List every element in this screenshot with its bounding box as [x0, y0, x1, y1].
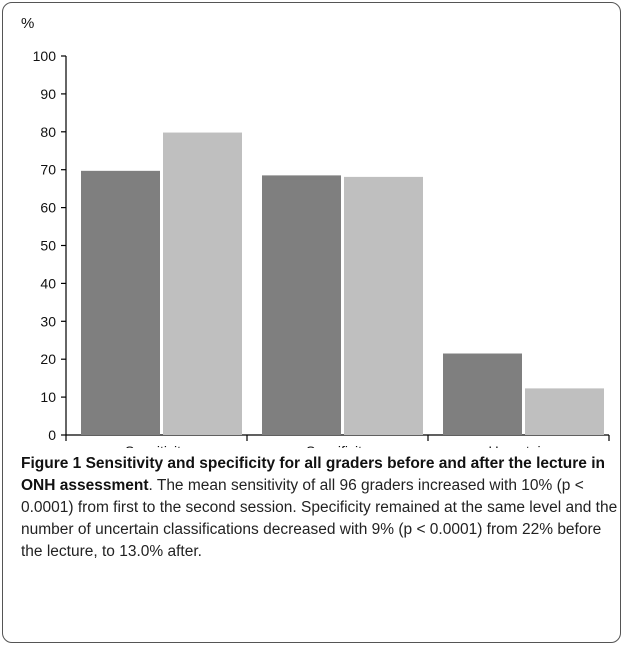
y-tick-label: 100 — [33, 48, 57, 64]
y-tick-label: 0 — [48, 427, 56, 443]
bar-sensitivity-session-2 — [163, 132, 242, 436]
y-axis-unit-label: % — [21, 15, 34, 32]
x-axis-labels: Sensitivity1st session2nd sessionSpecifi… — [125, 443, 549, 448]
bar-uncertain-session-2 — [525, 388, 604, 435]
caption-body: . The mean sensitivity of all 96 graders… — [21, 477, 618, 560]
y-tick-label: 30 — [40, 313, 56, 329]
caption-title: Figure 1 Sensitivity and specificity for… — [21, 455, 605, 494]
y-tick-label: 80 — [40, 124, 56, 140]
y-tick-label: 50 — [40, 238, 56, 254]
category-label: Specificity — [306, 443, 369, 448]
bar-sensitivity-session-1 — [81, 170, 160, 435]
figure-caption: Figure 1 Sensitivity and specificity for… — [21, 453, 619, 563]
bar-chart: % 0 10 20 30 40 50 60 70 80 90 100 Sensitivity1st … — [21, 15, 610, 448]
y-tick-label: 10 — [40, 389, 56, 405]
y-tick-label: 40 — [40, 275, 56, 291]
bar-specificity-session-1 — [262, 175, 341, 435]
bar-uncertain-session-1 — [443, 353, 522, 435]
bars — [81, 132, 604, 436]
y-tick-label: 20 — [40, 351, 56, 367]
category-label: Uncertain — [489, 443, 549, 448]
y-tick-label: 60 — [40, 200, 56, 216]
category-label: Sensitivity — [125, 443, 188, 448]
bar-specificity-session-2 — [344, 176, 423, 435]
y-tick-label: 90 — [40, 86, 56, 102]
y-tick-label: 70 — [40, 162, 56, 178]
